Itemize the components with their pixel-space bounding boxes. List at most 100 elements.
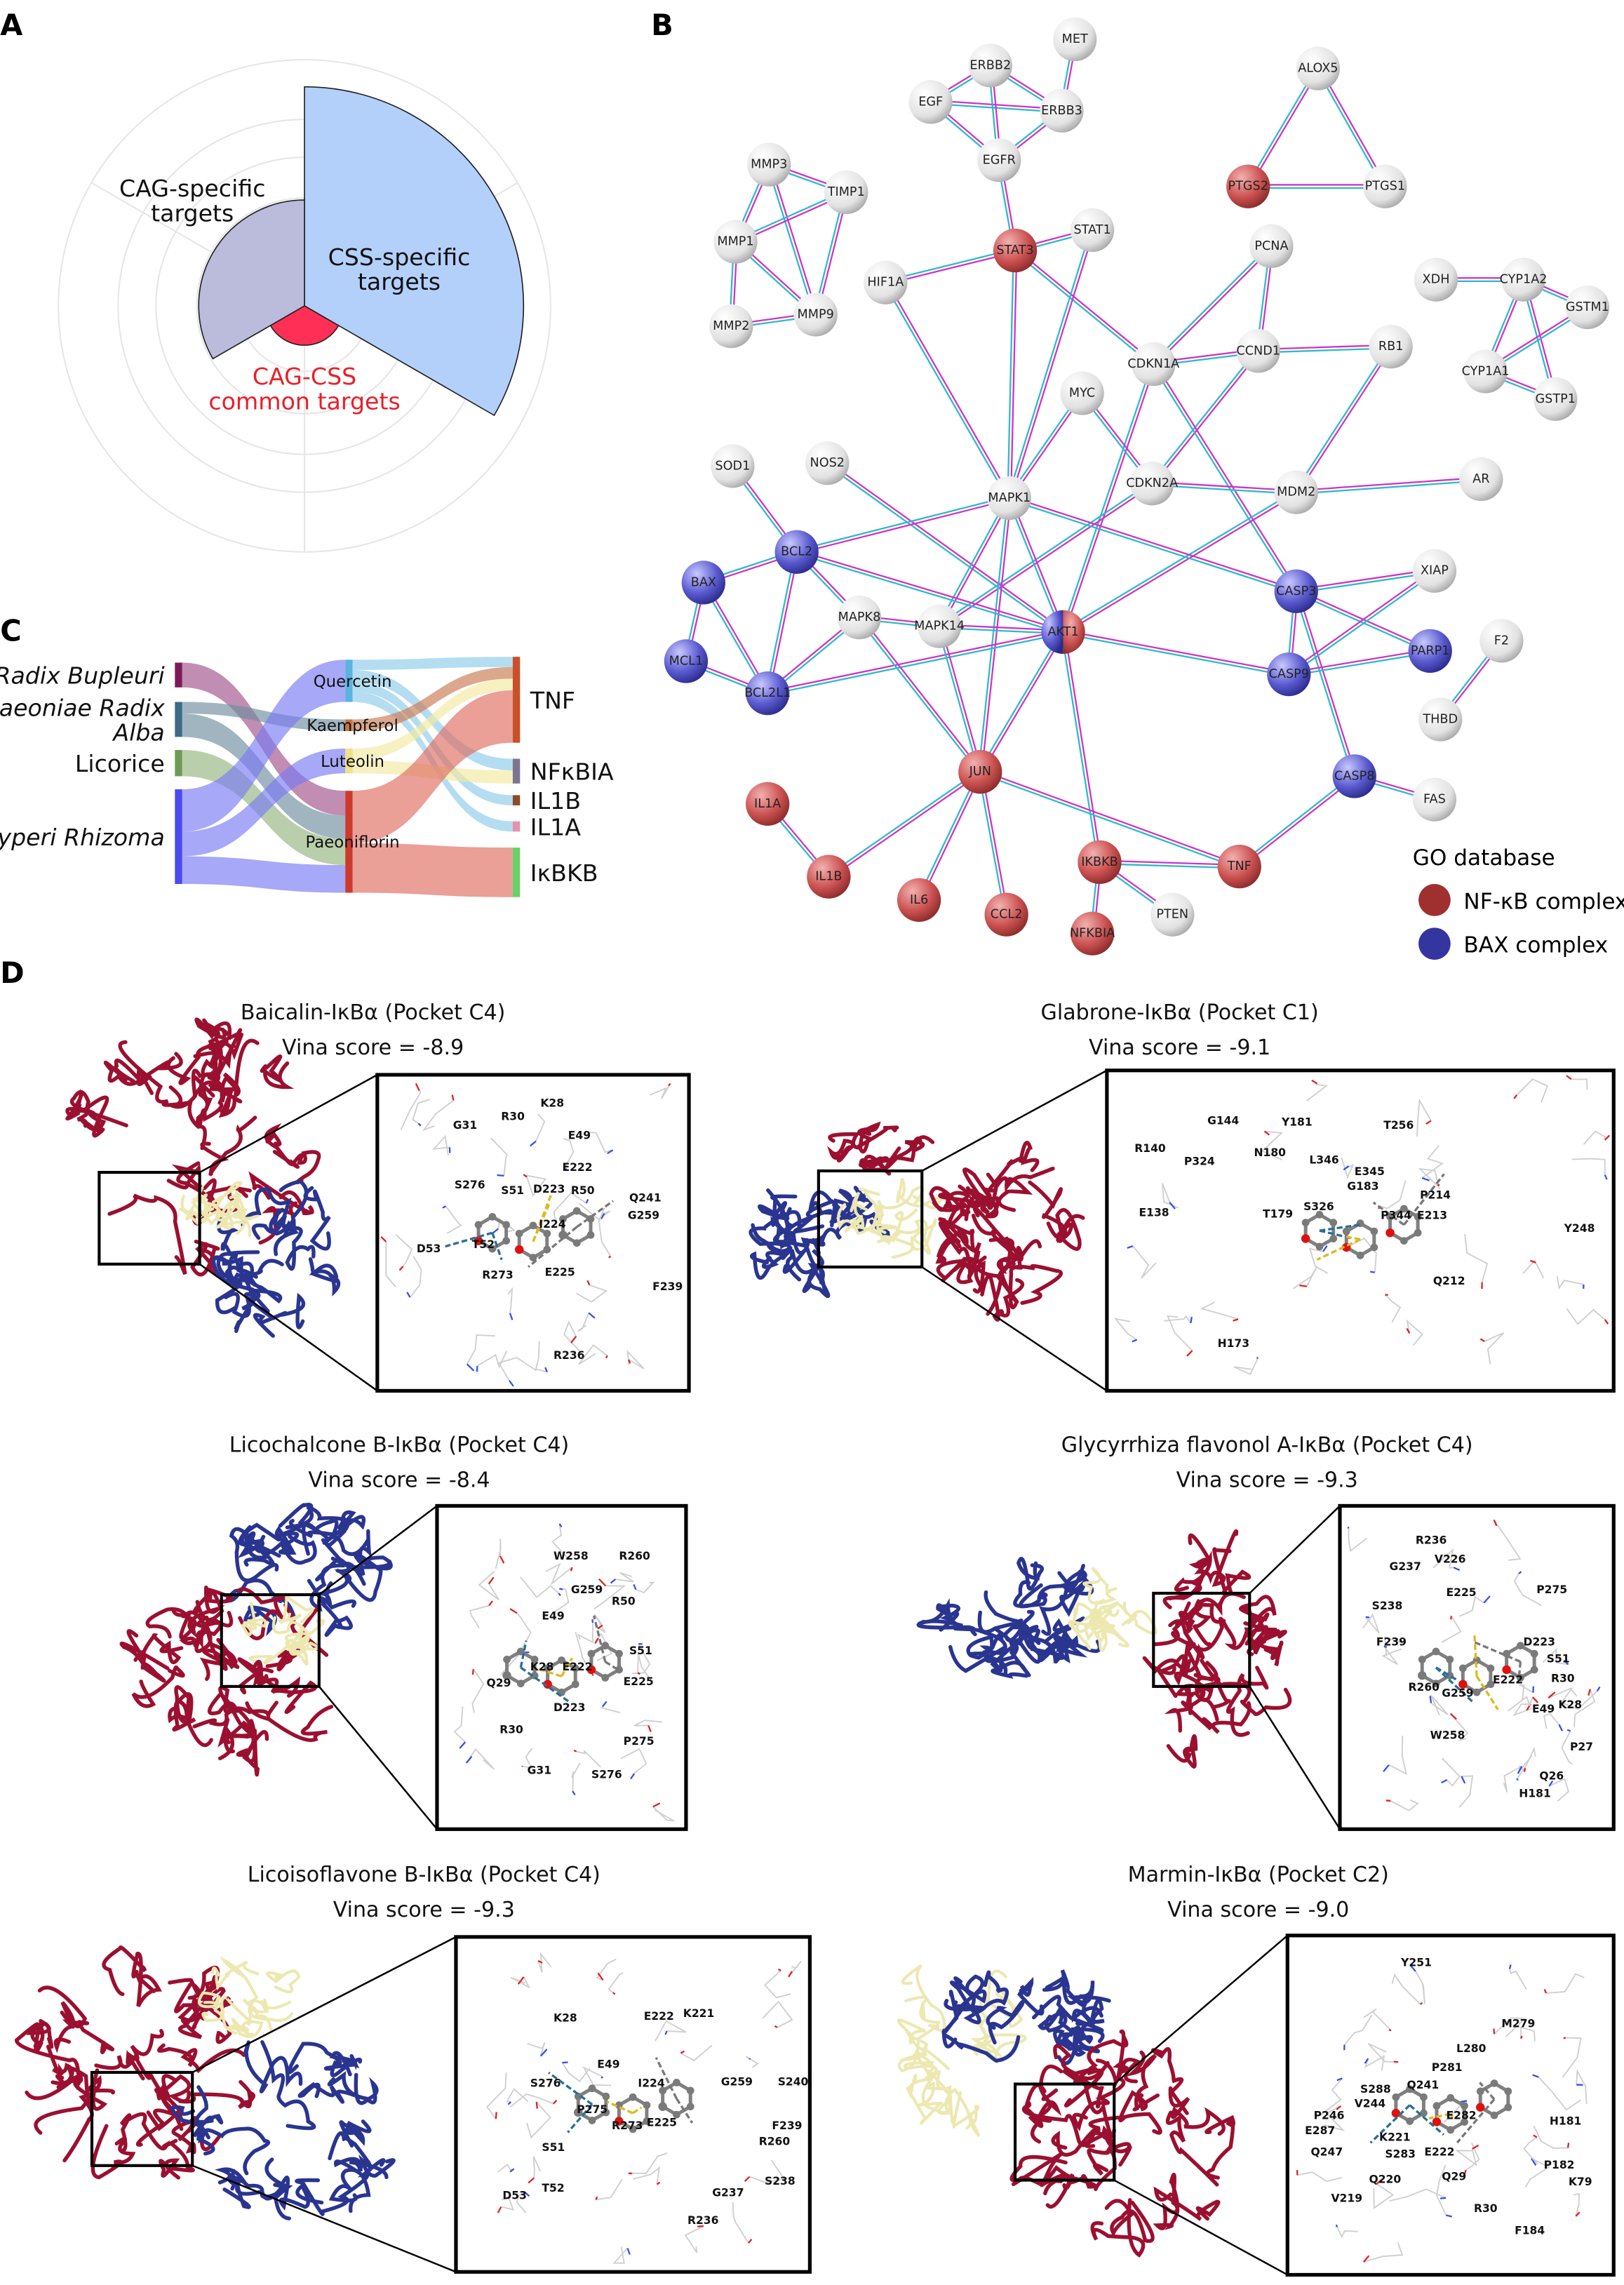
node-label: MAPK14	[914, 619, 965, 634]
ligand-atom	[686, 2086, 694, 2095]
sankey-flow	[182, 659, 346, 832]
node-label: CASP3	[1276, 584, 1316, 598]
docking-panel-4: Glycyrrhiza flavonol A-IκBα (Pocket C4) V…	[916, 1433, 1616, 1831]
atom-bond	[559, 1588, 563, 1590]
residue-stick	[561, 2062, 591, 2083]
node-circle	[1274, 569, 1318, 613]
network-node: AR	[1459, 457, 1503, 502]
node-label: EGF	[918, 95, 943, 109]
protein-ribbon	[135, 2088, 184, 2147]
residue-stick	[1571, 1078, 1588, 1090]
sankey-flow	[182, 748, 346, 857]
protein-ribbon	[750, 1250, 790, 1280]
node-label: F2	[1494, 634, 1509, 648]
protein-ribbon	[1016, 1557, 1044, 1591]
protein-ribbon	[308, 1257, 341, 1296]
protein-ribbon	[770, 1194, 833, 1244]
residue-label: E49	[597, 2058, 619, 2071]
docking-title: Marmin-IκBα (Pocket C2)	[1128, 1863, 1389, 1887]
network-edge	[826, 464, 1063, 634]
node-circle	[713, 220, 758, 264]
atom-bond	[523, 1174, 528, 1178]
node-label: BCL2	[781, 545, 812, 559]
ligand	[548, 2057, 694, 2133]
network-edge	[1009, 497, 1066, 632]
network-edge	[981, 632, 1066, 773]
protein-ribbon	[857, 1125, 899, 1154]
residue-stick	[633, 2166, 660, 2185]
ligand	[1301, 1173, 1445, 1261]
protein-ribbon	[1204, 2115, 1236, 2180]
network-edge	[1318, 67, 1388, 187]
interaction-line	[1319, 1223, 1361, 1232]
residue-label: L280	[1456, 2042, 1487, 2055]
node-circle	[746, 671, 790, 716]
residue-stick	[545, 1562, 573, 1586]
interaction-line	[655, 2057, 678, 2100]
ligand-atom	[488, 1245, 497, 1253]
node-circle	[824, 170, 868, 215]
protein-ribbon	[1057, 1569, 1087, 1617]
ligand-atom	[558, 1656, 565, 1664]
node-circle	[1217, 844, 1261, 889]
interaction-line	[537, 1668, 562, 1677]
protein-ribbon	[1126, 2050, 1160, 2112]
protein-structure	[916, 1529, 1292, 1769]
residue-stick	[1113, 1318, 1138, 1341]
protein-ribbon	[170, 2105, 215, 2156]
atom-bond	[517, 1976, 525, 1985]
protein-ribbon	[1090, 2198, 1146, 2258]
protein-ribbon	[1089, 1587, 1118, 1642]
protein-ribbon	[1153, 1599, 1204, 1647]
network-edge	[1009, 495, 1297, 591]
zoom-box	[817, 1169, 924, 1269]
node-label: CASP8	[1334, 769, 1374, 783]
ligand-atom	[1315, 1210, 1324, 1219]
network-edge	[1007, 250, 1014, 498]
protein-ribbon	[207, 1685, 239, 1715]
node-circle	[977, 138, 1021, 182]
residue-stick	[1381, 1645, 1402, 1666]
atom-bond	[1548, 1691, 1556, 1699]
atom-bond	[497, 2206, 502, 2213]
protein-ribbon	[1067, 1602, 1108, 1650]
ligand-atom	[1370, 1243, 1378, 1252]
residue-label: P214	[1420, 1188, 1451, 1201]
protein-ribbon	[271, 1616, 312, 1656]
ligand-atom	[1356, 1251, 1364, 1259]
ligand	[1417, 1635, 1538, 1710]
node-label: IKBKB	[1081, 855, 1118, 869]
ligand-atom	[602, 2092, 610, 2100]
residue-label: N180	[1254, 1146, 1287, 1159]
network-node: XIAP	[1412, 549, 1457, 593]
protein-ribbon	[1118, 2090, 1162, 2135]
interaction-line	[593, 1615, 607, 1662]
residue-stick	[593, 1614, 606, 1633]
atom-bond	[597, 1624, 603, 1630]
residue-label: M279	[1501, 2018, 1535, 2030]
protein-ribbon	[307, 1579, 353, 1637]
atom-bond	[1186, 1350, 1193, 1357]
protein-ribbon	[339, 2119, 372, 2148]
node-label: MMP3	[751, 158, 787, 172]
residue-label: T52	[472, 1238, 495, 1251]
residue-stick	[535, 1113, 546, 1142]
atom-bond	[602, 1701, 608, 1708]
protein-ribbon	[236, 1587, 286, 1640]
zoom-connector	[192, 2164, 457, 2273]
atom-bond	[552, 2099, 558, 2105]
network-node: MMP3	[747, 142, 791, 187]
residue-stick	[527, 2042, 546, 2056]
residue-stick	[469, 1604, 490, 1629]
protein-ribbon	[916, 1597, 976, 1631]
ligand-atom	[643, 2117, 651, 2125]
residue-stick	[1341, 1157, 1355, 1179]
ligand-atom	[615, 1649, 623, 1658]
residue-label: Q29	[487, 1677, 511, 1689]
ligand-atom	[588, 2084, 596, 2093]
network-node: TIMP1	[824, 170, 868, 215]
ligand-atom	[1461, 2118, 1468, 2126]
network-node: NOS2	[805, 441, 850, 485]
residue-stick	[626, 1349, 645, 1369]
atom-bond	[539, 2049, 548, 2057]
